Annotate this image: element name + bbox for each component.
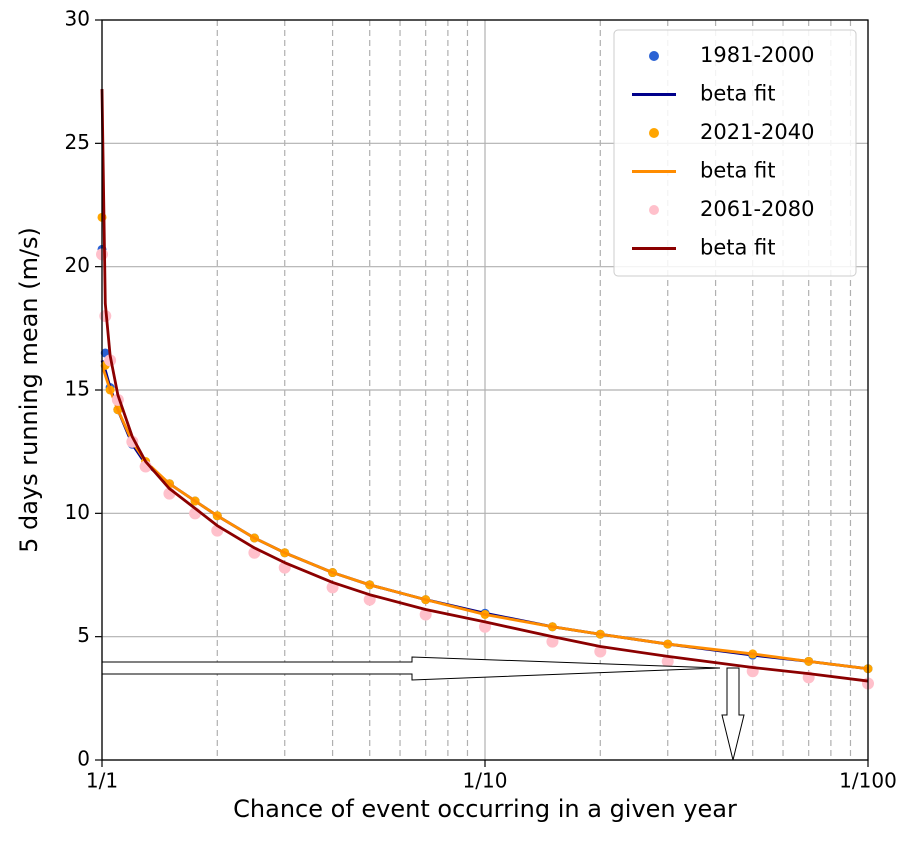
legend-label: beta fit	[700, 82, 776, 106]
data-point	[594, 645, 607, 658]
x-axis-label: Chance of event occurring in a given yea…	[233, 795, 737, 823]
legend-label: beta fit	[700, 159, 776, 183]
legend-marker	[649, 51, 659, 61]
legend-marker	[649, 128, 659, 138]
y-axis-label: 5 days running mean (m/s)	[15, 227, 43, 553]
y-tick-label: 25	[65, 130, 90, 154]
annotation-arrow	[101, 656, 721, 681]
legend-label: 2061-2080	[700, 197, 814, 221]
y-tick-label: 10	[65, 500, 90, 524]
plot-frame	[101, 19, 869, 761]
annotation-arrow	[721, 667, 745, 761]
y-tick-label: 0	[77, 747, 90, 771]
legend-box	[613, 29, 857, 277]
y-tick-label: 15	[65, 377, 90, 401]
fit-line	[100, 89, 869, 683]
y-tick-label: 5	[77, 623, 90, 647]
legend-label: 2021-2040	[700, 120, 814, 144]
legend-label: 1981-2000	[700, 43, 814, 67]
y-tick-label: 30	[65, 7, 90, 31]
x-tick-label: 1/100	[839, 769, 897, 793]
legend-marker	[649, 205, 659, 215]
y-tick-label: 20	[65, 253, 90, 277]
legend-label: beta fit	[700, 236, 776, 260]
x-tick-label: 1/1	[86, 769, 118, 793]
x-tick-label: 1/10	[463, 769, 508, 793]
fit-line	[100, 364, 869, 671]
data-point	[661, 655, 674, 668]
